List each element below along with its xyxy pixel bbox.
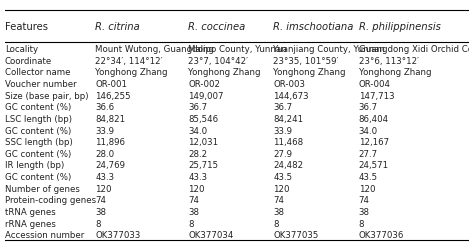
Text: Yuanjiang County, Yunnan: Yuanjiang County, Yunnan — [273, 45, 385, 54]
Text: 144,673: 144,673 — [273, 92, 309, 101]
Text: 24,571: 24,571 — [359, 161, 389, 171]
Text: 23°6, 113°12′: 23°6, 113°12′ — [359, 57, 419, 66]
Text: 85,546: 85,546 — [188, 115, 219, 124]
Text: rRNA genes: rRNA genes — [5, 220, 55, 229]
Text: 24,769: 24,769 — [95, 161, 125, 171]
Text: OK377033: OK377033 — [95, 232, 141, 240]
Text: OR-002: OR-002 — [188, 80, 220, 89]
Text: 34.0: 34.0 — [359, 127, 378, 135]
Text: 120: 120 — [188, 185, 205, 194]
Text: LSC length (bp): LSC length (bp) — [5, 115, 72, 124]
Text: Malipo County, Yunnan: Malipo County, Yunnan — [188, 45, 287, 54]
Text: Yonghong Zhang: Yonghong Zhang — [273, 68, 346, 77]
Text: R. coccinea: R. coccinea — [188, 22, 246, 32]
Text: SSC length (bp): SSC length (bp) — [5, 138, 73, 147]
Text: 74: 74 — [359, 196, 370, 206]
Text: OR-001: OR-001 — [95, 80, 128, 89]
Text: 24,482: 24,482 — [273, 161, 303, 171]
Text: 84,821: 84,821 — [95, 115, 126, 124]
Text: 120: 120 — [95, 185, 112, 194]
Text: R. citrina: R. citrina — [95, 22, 140, 32]
Text: 84,241: 84,241 — [273, 115, 303, 124]
Text: 120: 120 — [273, 185, 290, 194]
Text: 33.9: 33.9 — [273, 127, 292, 135]
Text: Accession number: Accession number — [5, 232, 84, 240]
Text: 38: 38 — [273, 208, 284, 217]
Text: 12,031: 12,031 — [188, 138, 219, 147]
Text: 11,468: 11,468 — [273, 138, 303, 147]
Text: GC content (%): GC content (%) — [5, 127, 71, 135]
Text: Collector name: Collector name — [5, 68, 70, 77]
Text: 43.3: 43.3 — [95, 173, 114, 182]
Text: GC content (%): GC content (%) — [5, 173, 71, 182]
Text: Protein-coding genes: Protein-coding genes — [5, 196, 96, 206]
Text: 43.5: 43.5 — [273, 173, 292, 182]
Text: 147,713: 147,713 — [359, 92, 394, 101]
Text: 22°34′, 114°12′: 22°34′, 114°12′ — [95, 57, 163, 66]
Text: 8: 8 — [273, 220, 279, 229]
Text: Mount Wutong, Guangdong: Mount Wutong, Guangdong — [95, 45, 214, 54]
Text: 120: 120 — [359, 185, 375, 194]
Text: Yonghong Zhang: Yonghong Zhang — [359, 68, 431, 77]
Text: OK377035: OK377035 — [273, 232, 319, 240]
Text: OR-004: OR-004 — [359, 80, 391, 89]
Text: 38: 38 — [95, 208, 106, 217]
Text: 27.9: 27.9 — [273, 150, 292, 159]
Text: 146,255: 146,255 — [95, 92, 131, 101]
Text: 8: 8 — [188, 220, 194, 229]
Text: 86,404: 86,404 — [359, 115, 389, 124]
Text: 25,715: 25,715 — [188, 161, 219, 171]
Text: 36.7: 36.7 — [359, 103, 378, 112]
Text: 28.2: 28.2 — [188, 150, 207, 159]
Text: 28.0: 28.0 — [95, 150, 114, 159]
Text: 12,167: 12,167 — [359, 138, 389, 147]
Text: IR length (bp): IR length (bp) — [5, 161, 64, 171]
Text: 74: 74 — [95, 196, 106, 206]
Text: 11,896: 11,896 — [95, 138, 125, 147]
Text: GC content (%): GC content (%) — [5, 103, 71, 112]
Text: 36.6: 36.6 — [95, 103, 114, 112]
Text: 74: 74 — [188, 196, 199, 206]
Text: 33.9: 33.9 — [95, 127, 114, 135]
Text: 38: 38 — [188, 208, 199, 217]
Text: Locality: Locality — [5, 45, 38, 54]
Text: Yonghong Zhang: Yonghong Zhang — [95, 68, 168, 77]
Text: OR-003: OR-003 — [273, 80, 305, 89]
Text: R. philippinensis: R. philippinensis — [359, 22, 440, 32]
Text: 34.0: 34.0 — [188, 127, 207, 135]
Text: 8: 8 — [359, 220, 364, 229]
Text: 36.7: 36.7 — [188, 103, 207, 112]
Text: OK377034: OK377034 — [188, 232, 234, 240]
Text: Features: Features — [5, 22, 48, 32]
Text: R. imschootiana: R. imschootiana — [273, 22, 354, 32]
Text: GC content (%): GC content (%) — [5, 150, 71, 159]
Text: 23°7, 104°42′: 23°7, 104°42′ — [188, 57, 248, 66]
Text: 38: 38 — [359, 208, 370, 217]
Text: Number of genes: Number of genes — [5, 185, 80, 194]
Text: 43.3: 43.3 — [188, 173, 207, 182]
Text: 36.7: 36.7 — [273, 103, 292, 112]
Text: 8: 8 — [95, 220, 101, 229]
Text: Voucher number: Voucher number — [5, 80, 76, 89]
Text: 149,007: 149,007 — [188, 92, 224, 101]
Text: Size (base pair, bp): Size (base pair, bp) — [5, 92, 88, 101]
Text: Yonghong Zhang: Yonghong Zhang — [188, 68, 261, 77]
Text: 43.5: 43.5 — [359, 173, 378, 182]
Text: 23°35, 101°59′: 23°35, 101°59′ — [273, 57, 339, 66]
Text: Coordinate: Coordinate — [5, 57, 52, 66]
Text: 27.7: 27.7 — [359, 150, 378, 159]
Text: OK377036: OK377036 — [359, 232, 404, 240]
Text: tRNA genes: tRNA genes — [5, 208, 55, 217]
Text: 74: 74 — [273, 196, 284, 206]
Text: Guangdong Xidi Orchid Co., Ltd, Guangdong: Guangdong Xidi Orchid Co., Ltd, Guangdon… — [359, 45, 474, 54]
